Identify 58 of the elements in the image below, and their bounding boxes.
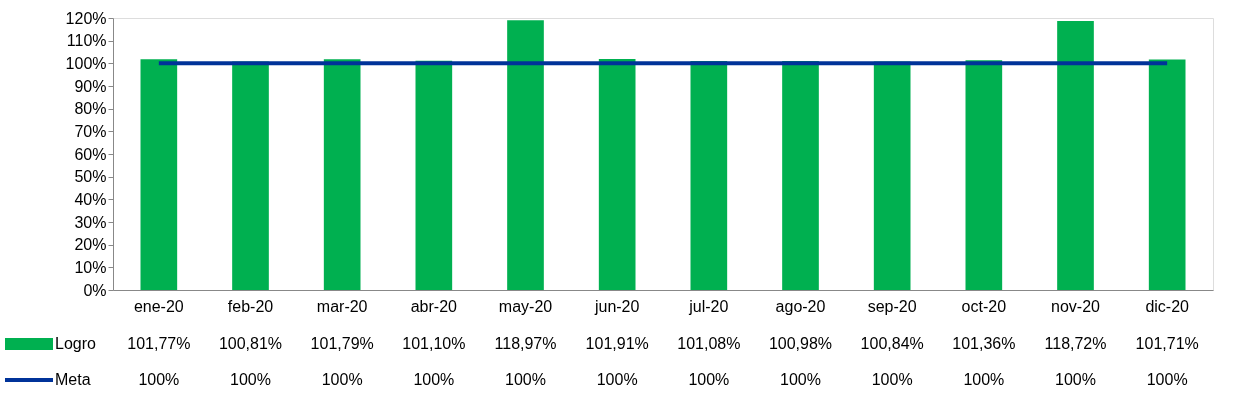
x-tick-label: feb-20: [227, 297, 274, 315]
data-label: 101,77%: [127, 335, 191, 352]
data-label: 100,98%: [768, 335, 833, 352]
legend-label: Meta: [55, 371, 91, 388]
data-label: 100%: [230, 371, 271, 388]
x-tick-label: sep-20: [867, 297, 917, 315]
data-label: 118,72%: [1044, 335, 1107, 352]
x-tick-label: mar-20: [316, 297, 368, 315]
x-tick-label: oct-20: [961, 297, 1007, 315]
bar: [1148, 59, 1186, 290]
data-label: 100%: [1146, 371, 1188, 388]
y-tick-label: 90%: [74, 77, 107, 95]
bar: [598, 59, 636, 290]
y-tick-label: 80%: [74, 100, 107, 118]
y-tick-label: 20%: [74, 236, 107, 254]
x-tick-label: dic-20: [1145, 297, 1190, 315]
y-tick-label: 120%: [65, 9, 107, 27]
data-label: 101,79%: [310, 335, 374, 352]
y-tick-label: 110%: [66, 32, 107, 50]
x-tick-label: ago-20: [775, 297, 826, 315]
data-label: 101,36%: [952, 335, 1016, 352]
data-label: 100%: [321, 371, 363, 388]
y-tick-label: 100%: [65, 54, 107, 72]
data-label: 101,08%: [677, 335, 741, 352]
data-label: 100%: [1055, 371, 1096, 388]
x-tick-label: nov-20: [1051, 297, 1101, 315]
x-tick-label: may-20: [498, 297, 553, 315]
data-label: 100%: [871, 371, 913, 388]
bar: [323, 59, 361, 290]
bar: [507, 20, 544, 290]
data-label: 101,10%: [402, 335, 466, 352]
data-label: 100%: [963, 371, 1005, 388]
data-label: 100%: [596, 371, 638, 388]
bar: [965, 60, 1003, 290]
bar: [1057, 20, 1094, 290]
legend-label: Logro: [55, 335, 97, 352]
data-label: 100%: [780, 371, 821, 388]
data-label: 100%: [413, 371, 455, 388]
data-label: 100%: [138, 371, 180, 388]
y-tick-label: 50%: [74, 168, 107, 186]
y-tick-label: 60%: [74, 145, 107, 163]
x-tick-label: ene-20: [133, 297, 184, 315]
y-tick-label: 0%: [83, 281, 107, 299]
y-tick-label: 40%: [74, 190, 107, 208]
y-tick-label: 70%: [74, 122, 107, 140]
data-label: 118,97%: [494, 335, 557, 352]
bar: [140, 59, 178, 290]
x-tick-label: jun-20: [593, 297, 640, 315]
data-label: 101,91%: [585, 335, 649, 352]
data-label: 101,71%: [1135, 335, 1199, 352]
y-tick-label: 30%: [74, 213, 107, 231]
data-label: 100,84%: [860, 335, 924, 352]
data-label: 100%: [505, 371, 546, 388]
data-label: 100,81%: [218, 335, 283, 352]
y-tick-label: 10%: [74, 258, 107, 276]
x-tick-label: jul-20: [688, 297, 729, 315]
data-label: 100%: [688, 371, 730, 388]
x-tick-label: abr-20: [410, 297, 458, 315]
